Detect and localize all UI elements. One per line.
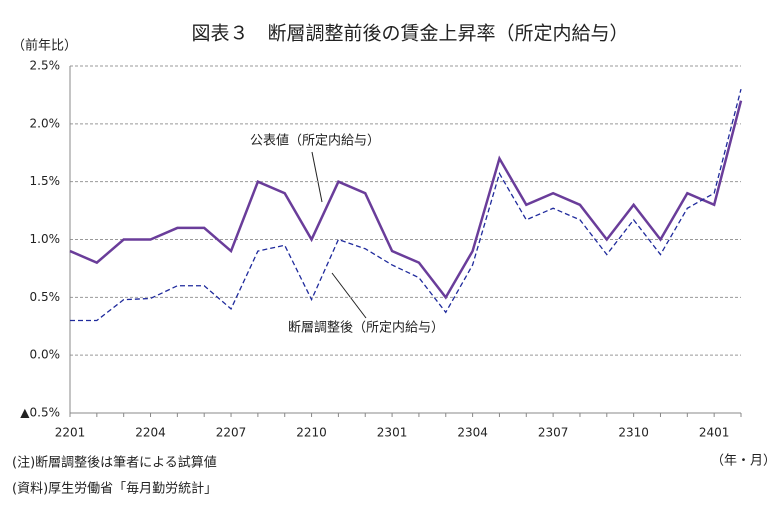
- y-unit-label: （前年比）: [12, 38, 77, 54]
- annotation-pointer: [331, 272, 367, 319]
- note: (資料)厚生労働省「毎月勤労統計」: [12, 481, 217, 497]
- series-label: 公表値（所定内給与）: [250, 133, 380, 149]
- annotation-pointer: [311, 151, 323, 203]
- series-line: [70, 88, 742, 322]
- y-tick-label: 1.5%: [30, 174, 61, 188]
- y-tick-label: ▲0.5%: [20, 406, 60, 420]
- x-tick-label: 2201: [55, 426, 86, 440]
- note: (注)断層調整後は筆者による試算値: [12, 455, 217, 471]
- x-tick-label: 2307: [538, 426, 569, 440]
- y-tick-label: 2.5%: [30, 59, 61, 73]
- y-tick-label: 0.0%: [30, 348, 61, 362]
- x-tick-label: 2401: [699, 426, 730, 440]
- chart-title: 図表３ 断層調整前後の賃金上昇率（所定内給与）: [191, 23, 628, 45]
- x-tick-label: 2301: [377, 426, 408, 440]
- series-line: [69, 100, 743, 300]
- x-tick-label: 2310: [618, 426, 649, 440]
- x-tick-label: 2204: [135, 426, 166, 440]
- y-tick-label: 2.0%: [30, 116, 61, 130]
- x-unit-label: （年・月）: [711, 454, 776, 469]
- y-tick-label: 1.0%: [30, 232, 61, 246]
- series-label: 断層調整後（所定内給与）: [288, 320, 444, 336]
- x-tick-label: 2304: [457, 426, 488, 440]
- x-tick-label: 2207: [216, 426, 247, 440]
- x-tick-label: 2210: [296, 426, 327, 440]
- y-tick-label: 0.5%: [30, 290, 61, 304]
